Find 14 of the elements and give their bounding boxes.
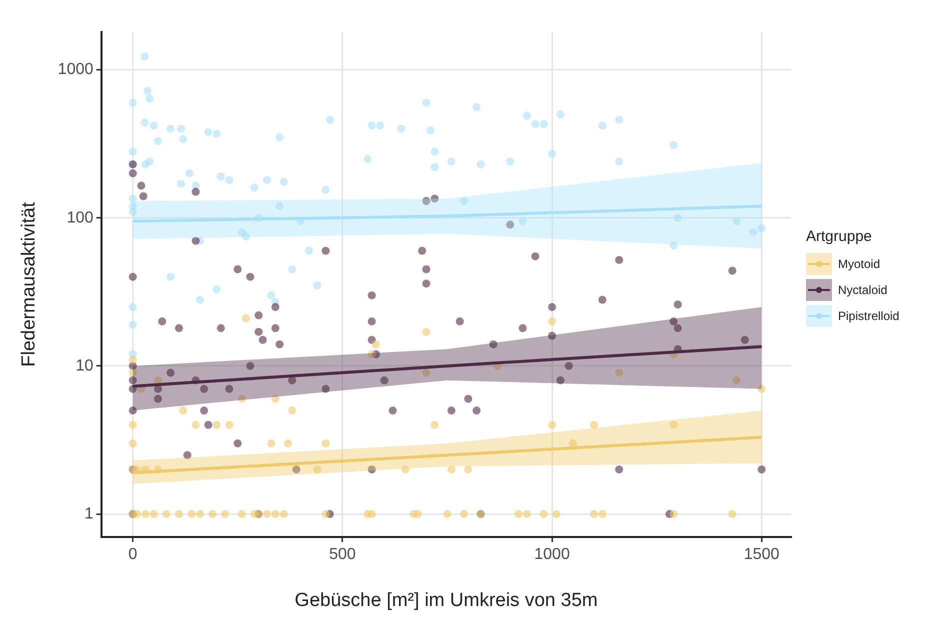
x-tick-label: 500 <box>329 546 356 564</box>
x-axis-title: Gebüsche [m²] im Umkreis von 35m <box>294 590 598 611</box>
y-tick-label: 1000 <box>58 61 94 78</box>
x-tick-label: 1000 <box>534 546 570 564</box>
y-tick-label: 10 <box>76 357 94 374</box>
y-axis-title: Fledermausaktivität <box>18 201 40 367</box>
legend-title: Artgruppe <box>806 228 873 245</box>
legend-label: Pipistrelloid <box>838 309 900 323</box>
y-tick-label: 100 <box>66 209 94 226</box>
legend-label: Myotoid <box>838 257 880 271</box>
x-tick-label: 1500 <box>744 546 780 564</box>
y-tick-label: 1 <box>84 505 94 522</box>
x-tick-label: 0 <box>128 546 138 564</box>
legend-label: Nyctaloid <box>838 283 888 297</box>
